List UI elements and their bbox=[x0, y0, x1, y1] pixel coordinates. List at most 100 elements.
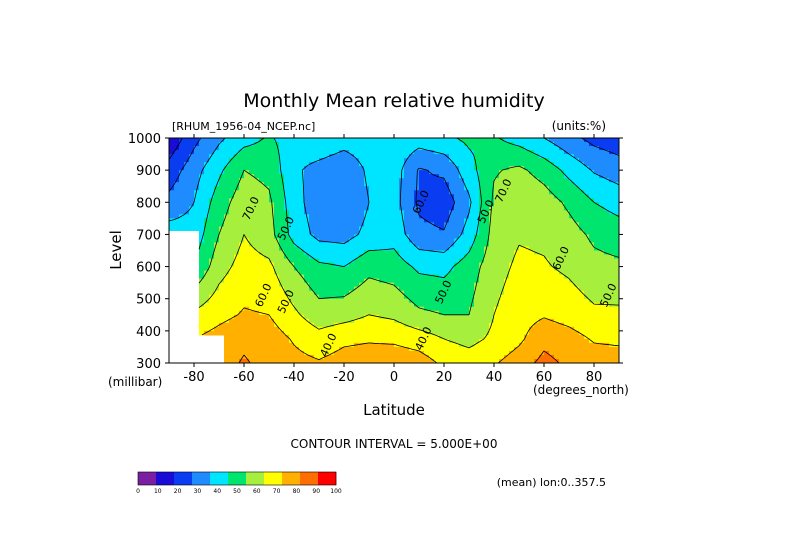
field-cell bbox=[224, 314, 230, 320]
field-cell bbox=[204, 142, 210, 147]
field-cell bbox=[239, 266, 245, 272]
field-cell bbox=[434, 326, 440, 332]
field-cell bbox=[544, 282, 550, 288]
field-cell bbox=[459, 290, 465, 296]
field-cell bbox=[424, 170, 430, 175]
field-cell bbox=[564, 226, 570, 232]
field-cell bbox=[404, 138, 410, 143]
field-cell bbox=[519, 302, 525, 308]
field-cell bbox=[219, 286, 225, 292]
field-cell bbox=[374, 266, 380, 272]
field-cell bbox=[299, 154, 305, 159]
field-cell bbox=[289, 286, 295, 292]
field-cell bbox=[354, 194, 360, 199]
field-cell bbox=[324, 250, 330, 256]
field-cell bbox=[559, 250, 565, 256]
field-cell bbox=[264, 158, 270, 163]
field-cell bbox=[559, 322, 565, 328]
field-cell bbox=[384, 190, 390, 195]
field-cell bbox=[429, 282, 435, 288]
field-cell bbox=[379, 302, 385, 308]
field-cell bbox=[594, 230, 600, 236]
field-cell bbox=[294, 270, 300, 276]
field-cell bbox=[189, 206, 195, 211]
field-cell bbox=[299, 214, 305, 219]
field-cell bbox=[299, 194, 305, 199]
field-cell bbox=[239, 298, 245, 304]
field-cell bbox=[549, 298, 555, 304]
field-cell bbox=[239, 258, 245, 264]
field-cell bbox=[474, 322, 480, 328]
field-cell bbox=[484, 258, 490, 264]
field-cell bbox=[244, 294, 250, 300]
field-cell bbox=[284, 146, 290, 151]
field-cell bbox=[284, 334, 290, 340]
field-cell bbox=[579, 178, 585, 183]
field-cell bbox=[364, 330, 370, 336]
field-cell bbox=[519, 274, 525, 280]
field-cell bbox=[554, 346, 560, 352]
field-cell bbox=[449, 142, 455, 147]
field-cell bbox=[269, 346, 275, 352]
field-cell bbox=[184, 142, 190, 147]
field-cell bbox=[494, 242, 500, 248]
field-cell bbox=[419, 342, 425, 348]
field-cell bbox=[239, 170, 245, 175]
field-cell bbox=[459, 310, 465, 316]
field-cell bbox=[309, 338, 315, 344]
field-cell bbox=[569, 262, 575, 268]
field-cell bbox=[499, 266, 505, 272]
field-cell bbox=[344, 198, 350, 203]
field-cell bbox=[199, 162, 205, 167]
field-cell bbox=[304, 274, 310, 280]
field-cell bbox=[579, 182, 585, 187]
field-cell bbox=[469, 246, 475, 252]
field-cell bbox=[474, 274, 480, 280]
field-cell bbox=[169, 150, 175, 155]
field-cell bbox=[284, 142, 290, 147]
field-cell bbox=[274, 294, 280, 300]
field-cell bbox=[354, 350, 360, 356]
field-cell bbox=[319, 190, 325, 195]
field-cell bbox=[484, 338, 490, 344]
field-cell bbox=[234, 222, 240, 227]
field-cell bbox=[449, 154, 455, 159]
field-cell bbox=[564, 170, 570, 175]
field-cell bbox=[244, 282, 250, 288]
field-cell bbox=[379, 206, 385, 211]
field-cell bbox=[529, 162, 535, 167]
field-cell bbox=[389, 190, 395, 195]
field-cell bbox=[474, 202, 480, 207]
field-cell bbox=[309, 142, 315, 147]
field-cell bbox=[224, 206, 230, 211]
field-cell bbox=[434, 322, 440, 328]
field-cell bbox=[189, 218, 195, 223]
field-cell bbox=[189, 166, 195, 171]
field-cell bbox=[339, 314, 345, 320]
field-cell bbox=[324, 294, 330, 300]
field-cell bbox=[269, 174, 275, 179]
field-cell bbox=[169, 198, 175, 203]
field-cell bbox=[394, 166, 400, 171]
field-cell bbox=[554, 202, 560, 207]
field-cell bbox=[464, 226, 470, 232]
field-cell bbox=[549, 230, 555, 236]
field-cell bbox=[304, 314, 310, 320]
field-cell bbox=[539, 358, 545, 363]
field-cell bbox=[219, 266, 225, 272]
field-cell bbox=[454, 182, 460, 187]
field-cell bbox=[414, 330, 420, 336]
field-cell bbox=[409, 142, 415, 147]
field-cell bbox=[319, 238, 325, 244]
field-cell bbox=[319, 270, 325, 276]
field-cell bbox=[569, 314, 575, 320]
field-cell bbox=[419, 262, 425, 268]
field-cell bbox=[239, 330, 245, 336]
field-cell bbox=[424, 274, 430, 280]
field-cell bbox=[344, 346, 350, 352]
field-cell bbox=[464, 154, 470, 159]
field-cell bbox=[464, 238, 470, 244]
field-cell bbox=[429, 330, 435, 336]
field-cell bbox=[454, 278, 460, 284]
field-cell bbox=[294, 306, 300, 312]
